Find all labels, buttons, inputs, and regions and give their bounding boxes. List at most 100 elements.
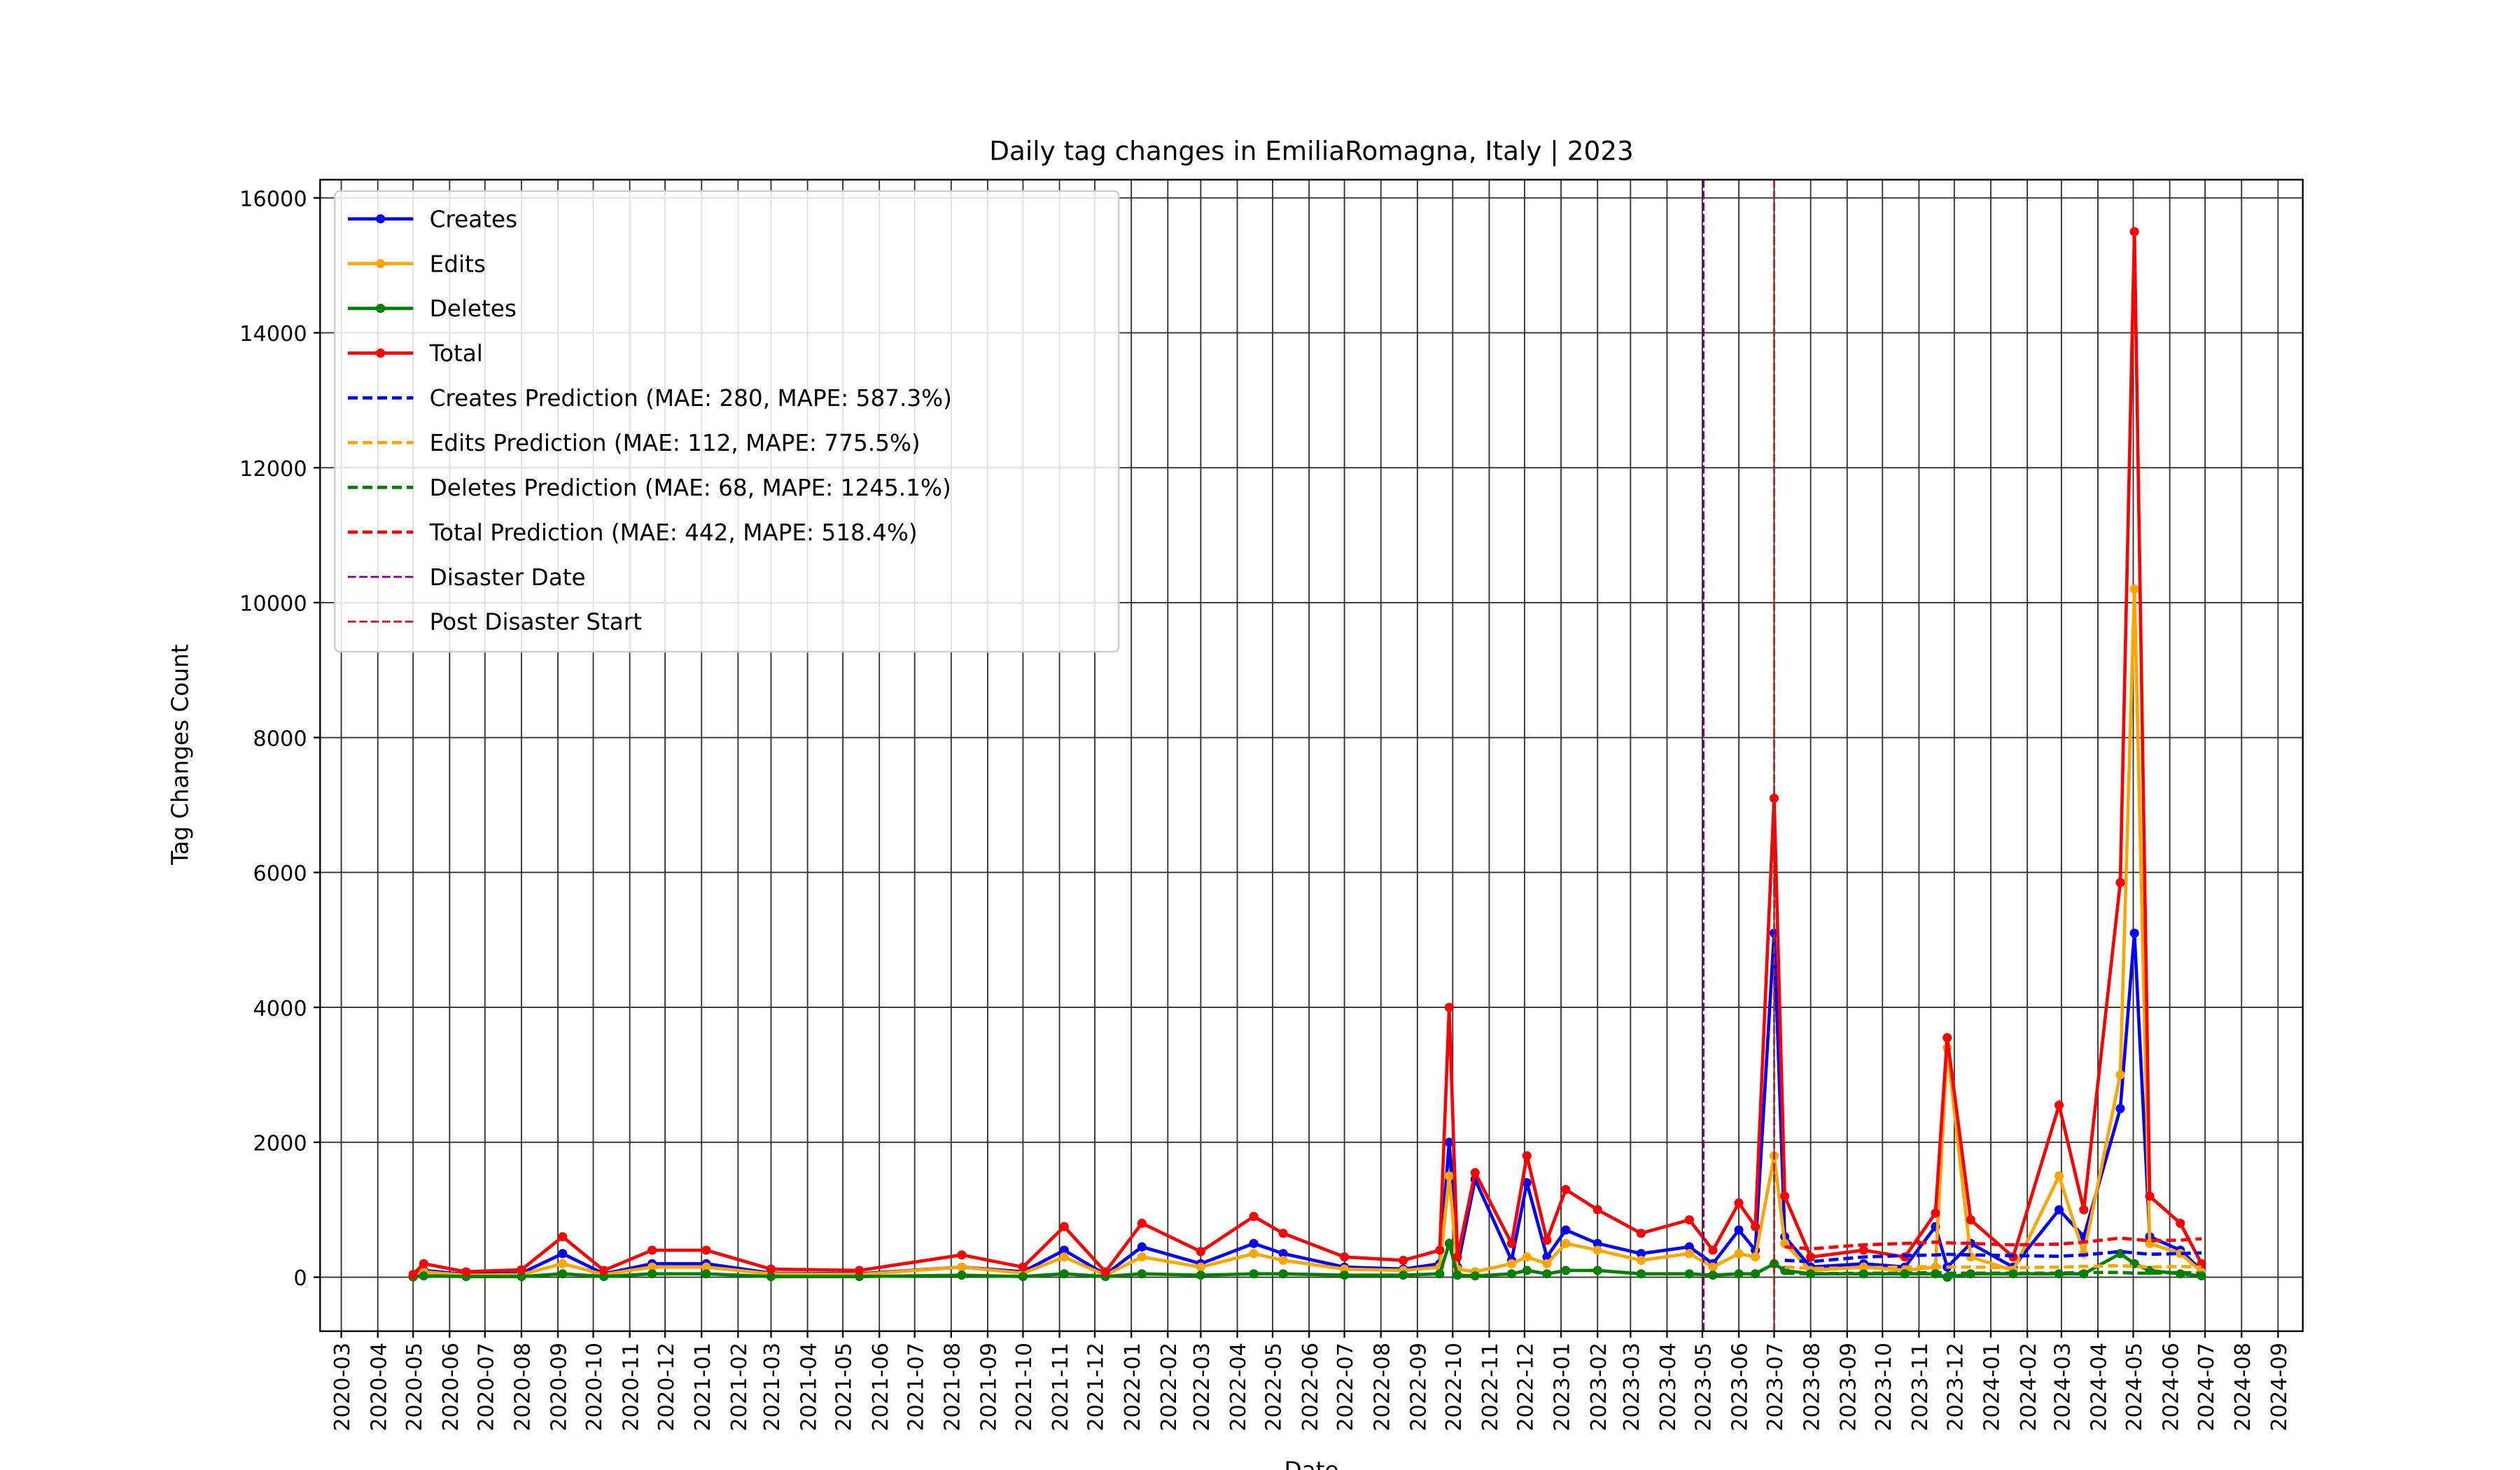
legend-label: Edits: [430, 251, 486, 277]
x-tick-label: 2020-04: [367, 1343, 391, 1432]
data-point: [1592, 1205, 1602, 1214]
data-point: [648, 1245, 657, 1255]
x-tick-label: 2023-05: [1692, 1343, 1716, 1432]
x-tick-label: 2021-05: [832, 1343, 857, 1432]
data-point: [1734, 1198, 1744, 1208]
y-tick-label: 4000: [253, 997, 307, 1021]
data-point: [1522, 1252, 1532, 1262]
data-point: [1542, 1236, 1552, 1245]
legend-label: Total Prediction (MAE: 442, MAPE: 518.4%…: [429, 519, 918, 546]
data-point: [1561, 1225, 1571, 1235]
x-tick-label: 2021-10: [1012, 1343, 1037, 1432]
x-tick-label: 2022-06: [1298, 1343, 1323, 1432]
data-point: [558, 1249, 568, 1259]
legend-marker: [376, 214, 386, 224]
x-tick-label: 2024-03: [2051, 1343, 2076, 1432]
data-point: [1636, 1228, 1646, 1238]
data-point: [1452, 1270, 1462, 1280]
x-tick-label: 2024-09: [2267, 1343, 2292, 1432]
legend-label: Creates Prediction (MAE: 280, MAPE: 587.…: [430, 385, 952, 412]
x-tick-label: 2022-03: [1190, 1343, 1214, 1432]
data-point: [2145, 1191, 2155, 1201]
x-tick-label: 2020-07: [474, 1343, 498, 1432]
data-point: [1506, 1238, 1516, 1248]
legend-label: Deletes: [430, 295, 517, 322]
data-point: [1636, 1255, 1646, 1266]
data-point: [1734, 1225, 1744, 1235]
data-point: [1278, 1269, 1288, 1279]
x-tick-label: 2021-08: [940, 1343, 965, 1432]
data-point: [419, 1259, 428, 1268]
data-point: [1931, 1208, 1940, 1218]
data-point: [2115, 1104, 2125, 1114]
data-point: [1522, 1178, 1532, 1188]
data-point: [1684, 1249, 1694, 1259]
data-point: [1249, 1249, 1259, 1259]
data-point: [1684, 1242, 1694, 1252]
x-tick-label: 2024-05: [2122, 1343, 2147, 1432]
data-point: [957, 1262, 967, 1272]
data-point: [766, 1272, 776, 1282]
x-tick-label: 2020-11: [619, 1343, 643, 1432]
data-point: [1780, 1191, 1790, 1201]
data-point: [1444, 1238, 1454, 1248]
data-point: [1100, 1267, 1110, 1277]
plot-frame: [319, 178, 2304, 1332]
y-tick-label: 8000: [253, 727, 307, 751]
data-point: [1444, 1002, 1454, 1012]
data-point: [1542, 1259, 1552, 1268]
x-tick-label: 2023-04: [1656, 1343, 1681, 1432]
data-point: [1636, 1269, 1646, 1279]
data-point: [2145, 1266, 2155, 1275]
data-point: [1806, 1269, 1816, 1279]
data-point: [1137, 1242, 1147, 1252]
data-point: [1018, 1272, 1028, 1282]
data-point: [1769, 1259, 1779, 1268]
data-point: [1249, 1238, 1259, 1248]
data-point: [558, 1259, 568, 1268]
x-tick-label: 2021-07: [904, 1343, 928, 1432]
data-point: [1708, 1270, 1718, 1280]
data-point: [1684, 1215, 1694, 1225]
data-point: [648, 1262, 657, 1272]
legend-label: Disaster Date: [430, 564, 586, 591]
x-tick-label: 2022-09: [1407, 1343, 1432, 1432]
data-point: [957, 1250, 967, 1260]
x-tick-label: 2024-06: [2159, 1343, 2183, 1432]
data-point: [1966, 1215, 1975, 1225]
data-point: [1196, 1270, 1205, 1280]
chart-title: Daily tag changes in EmiliaRomagna, Ital…: [989, 136, 1633, 167]
data-point: [766, 1264, 776, 1274]
data-point: [701, 1262, 711, 1272]
y-tick-label: 14000: [239, 322, 307, 346]
data-point: [1561, 1266, 1571, 1275]
x-tick-label: 2023-07: [1763, 1343, 1788, 1432]
data-point: [1858, 1245, 1868, 1255]
legend-label: Deletes Prediction (MAE: 68, MAPE: 1245.…: [430, 475, 951, 501]
x-tick-label: 2023-01: [1550, 1343, 1575, 1432]
x-tick-label: 2022-07: [1334, 1343, 1358, 1432]
x-tick-label: 2021-09: [977, 1343, 1002, 1432]
data-point: [517, 1265, 526, 1275]
x-tick-label: 2021-02: [727, 1343, 752, 1432]
data-point: [1561, 1238, 1571, 1248]
x-tick-label: 2022-01: [1121, 1343, 1145, 1432]
x-tick-label: 2021-04: [797, 1343, 821, 1432]
data-point: [1522, 1151, 1532, 1161]
data-point: [1734, 1269, 1744, 1279]
data-point: [1435, 1245, 1445, 1255]
legend-label: Edits Prediction (MAE: 112, MAPE: 775.5%…: [430, 430, 920, 456]
data-point: [1751, 1222, 1760, 1231]
data-point: [1561, 1184, 1571, 1194]
series-line: [1784, 1250, 2202, 1264]
data-point: [1708, 1245, 1718, 1255]
x-tick-label: 2020-12: [654, 1343, 679, 1432]
y-tick-label: 0: [293, 1266, 307, 1291]
x-tick-label: 2023-09: [1836, 1343, 1861, 1432]
data-point: [1684, 1269, 1694, 1279]
x-tick-label: 2020-03: [330, 1343, 355, 1432]
data-point: [1942, 1032, 1952, 1042]
data-point: [1399, 1270, 1408, 1280]
data-point: [1592, 1245, 1602, 1255]
data-point: [1018, 1262, 1028, 1272]
